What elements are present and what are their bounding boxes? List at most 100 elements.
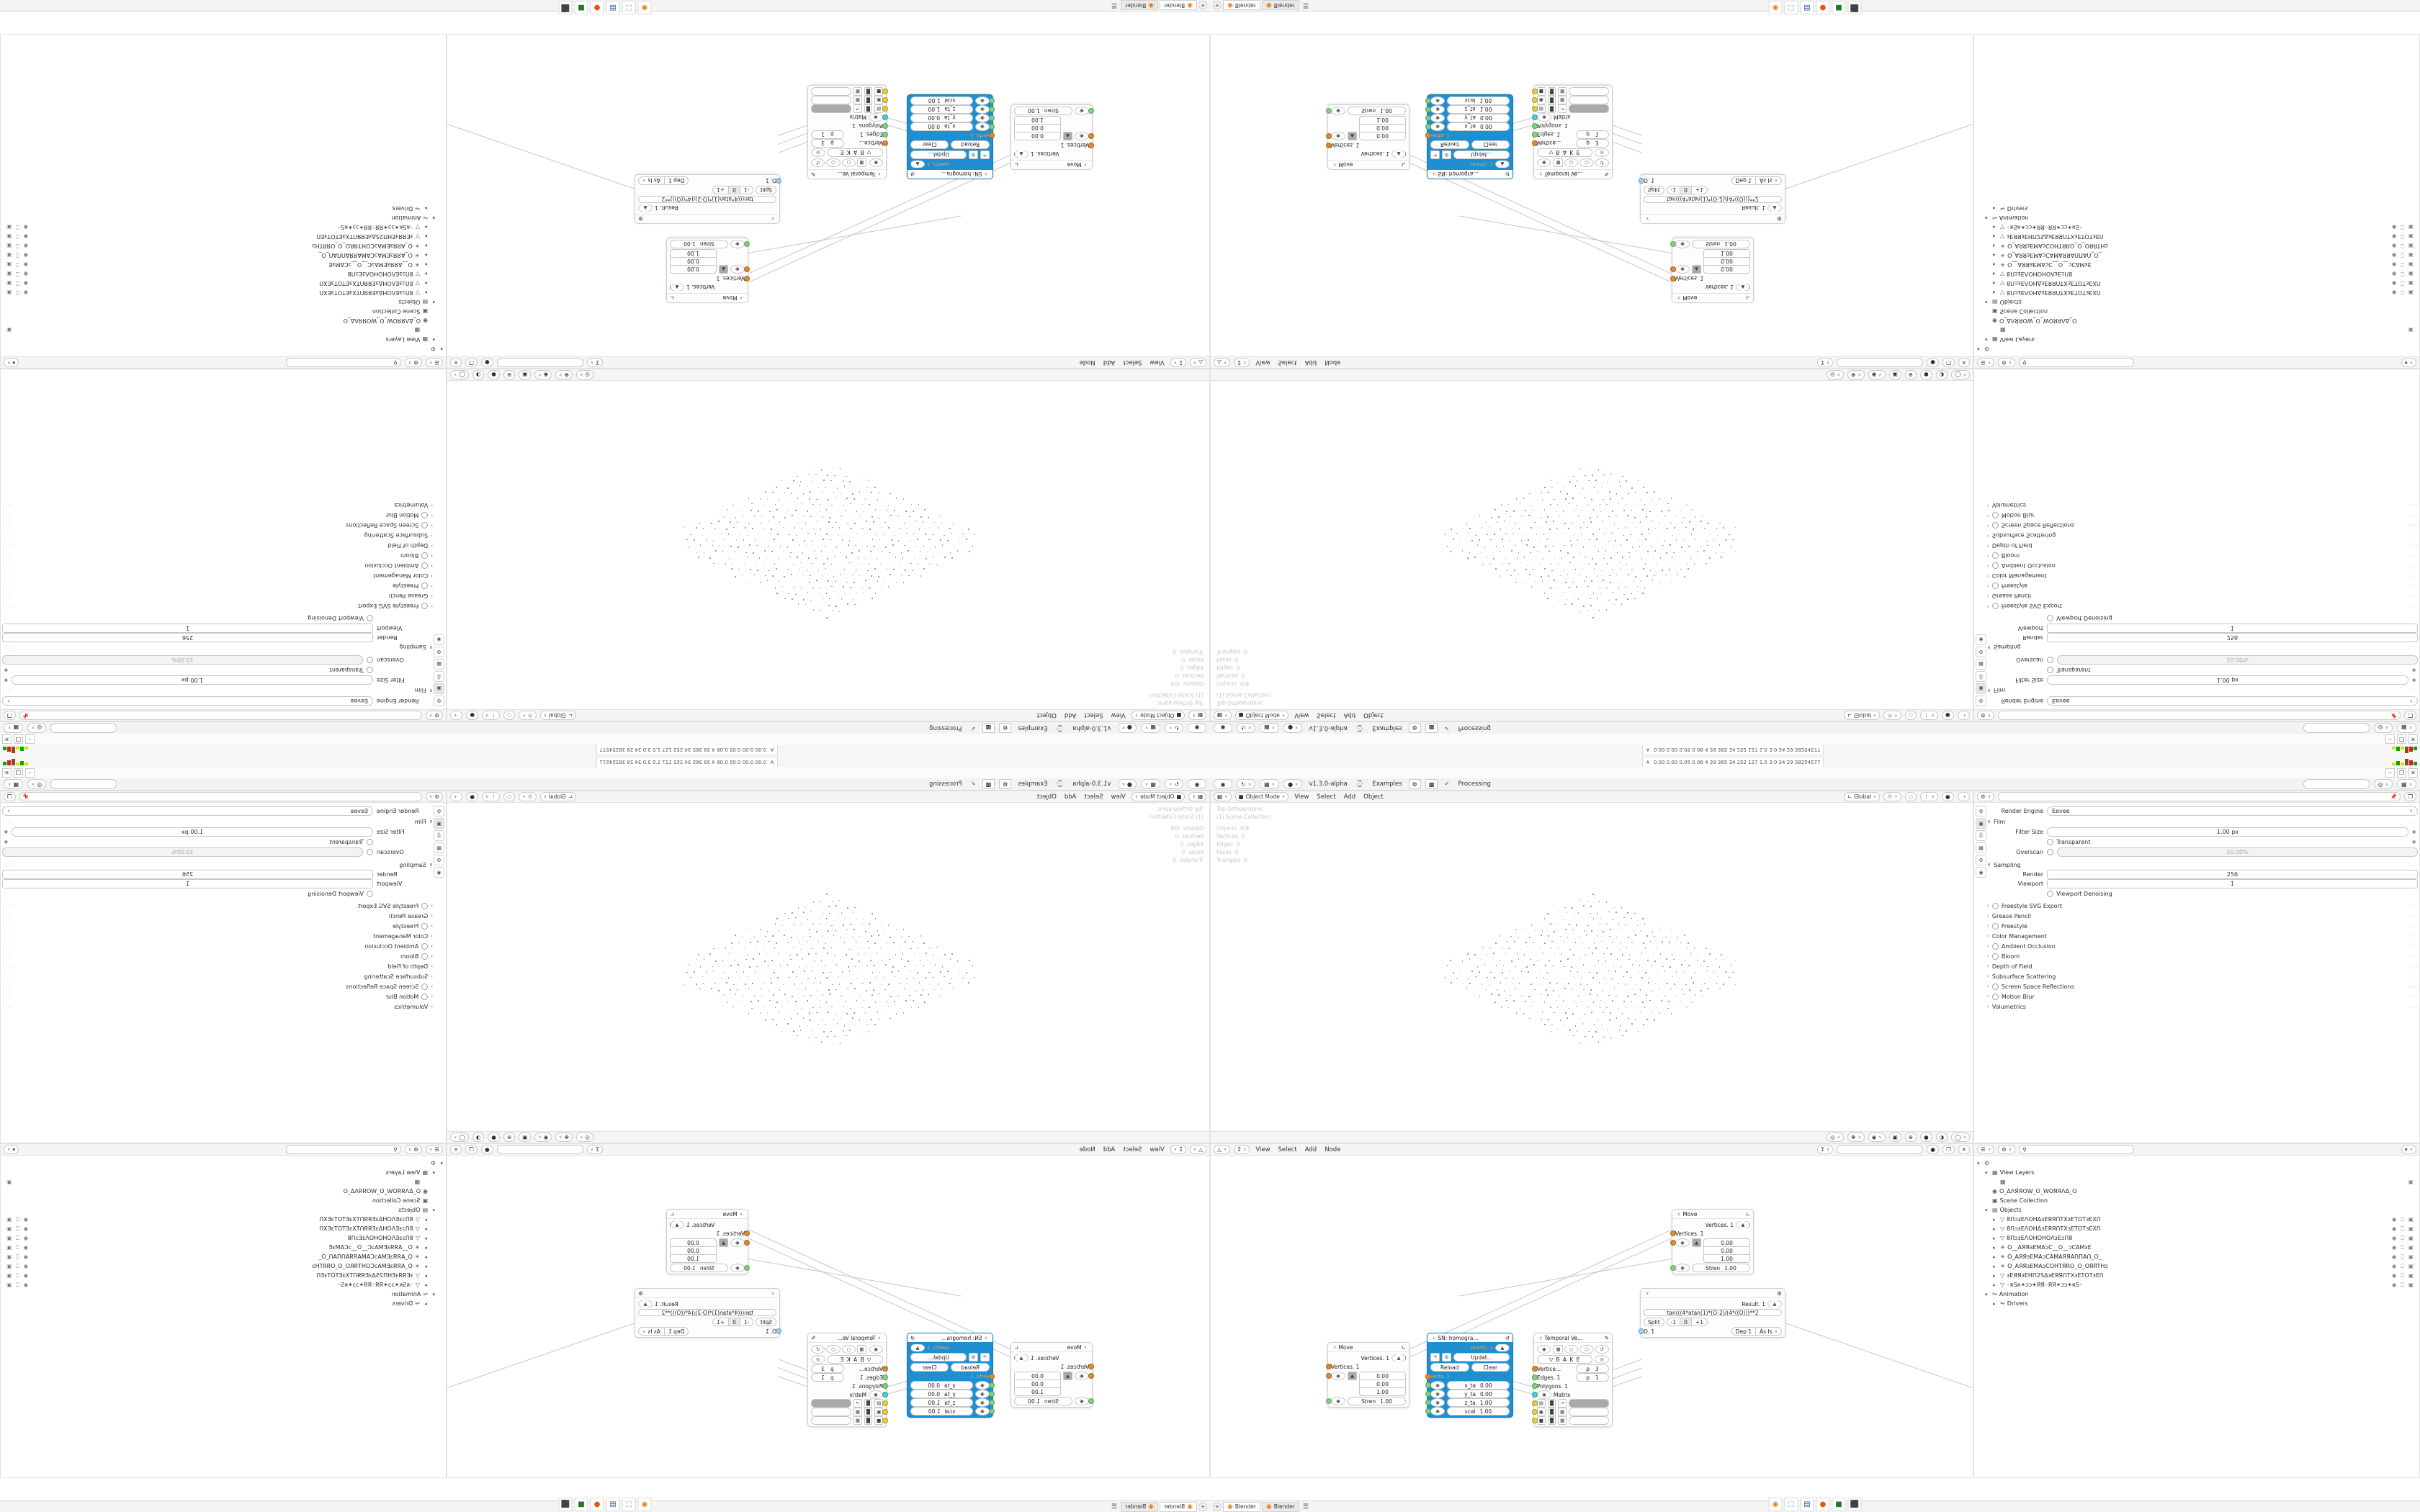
gradient-icon[interactable]: █ — [864, 96, 873, 104]
maximize-button[interactable]: ❐ — [2397, 768, 2406, 778]
box-icon[interactable]: ▦ — [1554, 1345, 1563, 1354]
socket-yellow[interactable] — [882, 97, 888, 103]
socket-green[interactable] — [1088, 108, 1094, 114]
properties-body[interactable]: Render Engine Eevee ∨ ∨ Film :::: Filter… — [1987, 371, 2418, 707]
viewport-menu-select[interactable]: Select — [1317, 793, 1336, 801]
node-header[interactable]: ∨ ⚙ — [635, 1289, 779, 1298]
outliner-row[interactable]: ▾ ▦ View Layers — [1977, 1168, 2416, 1177]
dep-label[interactable]: Dep 1 — [1731, 176, 1757, 185]
add-workspace-button[interactable]: + — [1213, 1, 1222, 10]
shading-point-icon[interactable]: ◎ ∨ — [1827, 370, 1845, 379]
outliner-row-toggles[interactable]: ◉ ⎕ ▣ — [4, 1244, 28, 1251]
node-formula[interactable]: ∨ ⚙ Result. 1 ▲ tan(((4*atan(1)*(O-2)/(4… — [1639, 1288, 1785, 1338]
disable-viewport-icon[interactable]: ⎕ — [2401, 1243, 2404, 1251]
viewport-bottom-toolbar[interactable]: ◎ ∨ ✥ ∨ ◉ ∨ ▣ ⊕ ● ◑ ◯ ∨ — [1211, 369, 1973, 381]
eye-icon[interactable]: ◉ — [869, 1345, 883, 1354]
field-value[interactable]: 1.00 — [1479, 1399, 1492, 1406]
drag-handle-icon[interactable]: :::: — [2, 688, 12, 693]
node-header[interactable]: ∨ SN: homogra... ↺ — [1428, 170, 1512, 179]
section-enable-checkbox[interactable] — [1991, 562, 1999, 570]
animate-icon[interactable]: ◉ — [1430, 1381, 1445, 1390]
outliner-row[interactable]: ▦ ▣ — [4, 1177, 443, 1187]
node-formula[interactable]: ∨ ⚙ Result. 1 ▲ tan(((4*atan(1)*(O-2)/(4… — [635, 174, 781, 224]
window-titlebar[interactable]: – ❐ ✕ — [0, 733, 1210, 745]
outliner-row-toggles[interactable]: ◉ ⎕ ▣ — [4, 224, 28, 231]
disable-render-camera-icon[interactable]: ▣ — [6, 243, 12, 250]
shading-material-icon[interactable]: ◑ — [472, 370, 485, 379]
hide-eye-icon[interactable]: ◉ — [2391, 1225, 2397, 1232]
bake-button[interactable]: ▽ B A K E — [828, 1355, 883, 1364]
properties-header[interactable]: ⚙ ∨ 📌 ❐ — [1974, 709, 2419, 721]
drag-handle-icon[interactable]: :::: — [2, 1004, 12, 1009]
node-tree-selector-icon[interactable]: Σ ∨ — [1817, 1145, 1834, 1154]
outliner-search-input[interactable]: ⚲ — [2019, 358, 2135, 367]
outliner-row[interactable]: ▸ ▽ зEЯЯзEHП2SΔзEЯЯՈTХзETOTзEՈ ◉ ⎕ ▣ — [1977, 1271, 2416, 1280]
viewport-bottom-toolbar[interactable]: ◎ ∨ ✥ ∨ ◉ ∨ ▣ ⊕ ● ◑ ◯ ∨ — [1211, 1131, 1973, 1143]
expand-up-icon[interactable]: ▲ — [1348, 132, 1357, 140]
collapsed-section[interactable]: › Volumetrics:::: — [2, 500, 433, 510]
vector-fields[interactable]: 0.00 0.00 1.00 — [670, 1238, 717, 1263]
properties-tab-output[interactable]: ⎙ — [434, 830, 444, 841]
socket-green[interactable] — [1425, 1391, 1431, 1397]
node-input-vertices[interactable]: Vertices. 1 — [1670, 1230, 1750, 1237]
properties-editor-area[interactable]: ⚙ ∨ 📌 ❐ ⚙ ▣ ⎙ ▦ ⚙ ◉ Render Engine — [0, 369, 447, 721]
node-editor-area[interactable]: △ ∨ Σ ∨ View Select Add Node Σ ∨ ● ❐ ✕ — [1210, 1143, 1973, 1478]
node-input-o[interactable]: O. 1 Dep 1 As Is ∨ — [638, 176, 781, 185]
drag-handle-icon[interactable]: :::: — [2, 862, 12, 868]
disable-viewport-icon[interactable]: ⎕ — [2401, 233, 2404, 240]
clear-button[interactable]: Clear — [910, 1363, 949, 1372]
disclosure-triangle-icon[interactable]: ▸ — [1993, 1225, 1996, 1232]
animate-dot-icon[interactable]: ● — [4, 667, 8, 673]
topbar-menu-examples[interactable]: Examples — [1018, 780, 1048, 788]
viewport-samples-input[interactable]: 1 — [2, 624, 373, 633]
node-output-overts[interactable]: overts. 1 ▲ — [910, 1344, 990, 1351]
dep-selector[interactable]: Dep 1 As Is ∨ — [1731, 1327, 1782, 1336]
socket-yellow[interactable] — [882, 1418, 888, 1423]
field-value[interactable]: 0.00 — [928, 1382, 940, 1389]
proportional-falloff-icon[interactable]: ⋮ ∨ — [1920, 792, 1939, 801]
drag-handle-icon[interactable]: :::: — [2, 913, 12, 919]
drag-handle-icon[interactable]: :::: — [2408, 973, 2418, 979]
collapsed-section[interactable]: › Bloom:::: — [2, 951, 433, 961]
node-socket-edges[interactable]: Edges. 1 p 1 — [1532, 130, 1609, 139]
vector-z[interactable]: 1.00 — [1703, 249, 1750, 258]
node-output-vertices[interactable]: Vertices. 1 ▲ — [670, 284, 745, 291]
gradient-icon[interactable]: █ — [864, 1399, 873, 1408]
collapsed-section[interactable]: › Freestyle SVG Export:::: — [2, 601, 433, 611]
animate-dot-icon[interactable]: ● — [2412, 678, 2416, 683]
node-tree-selector-icon[interactable]: Σ ∨ — [1817, 358, 1834, 367]
arrow-icon[interactable]: ↷ — [1430, 1353, 1440, 1362]
pin-icon[interactable]: ⚙ — [969, 150, 978, 159]
section-sampling[interactable]: ∨ Sampling :::: — [2, 642, 433, 652]
collapsed-section[interactable]: › Depth of Field:::: — [2, 541, 433, 551]
topbar-menu-examples[interactable]: Examples — [1372, 724, 1402, 732]
outliner-area[interactable]: ☰ ∨ ⚙ ∨ ⚲ ▾ ∨ ▾ ⚙ ▾ ▦ View Layers ▦ ▣ ◉ O_ΔΛЯЯOW_O_… — [0, 1143, 447, 1478]
node-header[interactable]: ∨ Move ∟ — [1011, 1343, 1092, 1352]
refresh-icon[interactable]: ↻ ∨ — [1164, 723, 1183, 733]
animate-icon[interactable]: ◉ — [1331, 1372, 1345, 1380]
disclosure-triangle-icon[interactable]: ▾ — [432, 336, 435, 343]
curve-icon[interactable]: ↗ — [1558, 1399, 1567, 1408]
shield-icon[interactable]: ● — [1927, 358, 1939, 367]
node-input-vertices[interactable]: Vertices. 1 — [1014, 1363, 1094, 1370]
disable-render-camera-icon[interactable]: ▣ — [6, 327, 12, 333]
transparent-checkbox[interactable] — [2047, 838, 2053, 845]
strength-value[interactable]: 1.00 — [1380, 107, 1392, 114]
socket-orange[interactable] — [1670, 1240, 1676, 1246]
render-engine-select[interactable]: Eevee ∨ — [2047, 806, 2418, 816]
taskbar-menu-icon[interactable]: ☰ — [1302, 1, 1309, 9]
disable-render-camera-icon[interactable]: ▣ — [2408, 1234, 2414, 1241]
pin-icon[interactable]: 📌 — [22, 712, 30, 719]
hide-eye-icon[interactable]: ◉ — [23, 1281, 29, 1288]
blender-topbar[interactable]: ◉ ↻ ∨ ▦ ∨ ● ∨ v1.3.0-alpha ⌚ Examples ⚙ ▩ ✓… — [1210, 721, 2420, 734]
wrap-selector[interactable]: -1 0 +1 — [638, 1318, 754, 1326]
node-move-2[interactable]: ∨ Move ∟ Vertices. 1 ▲ Vertices. 1 — [666, 1209, 750, 1274]
viewer-bake-row[interactable]: ▽ B A K E ◎ — [811, 1355, 883, 1364]
animate-icon[interactable]: ◉ — [730, 265, 745, 274]
node-update-row[interactable]: ↷ ⚙ Updat... — [910, 1353, 990, 1362]
window-taskbar[interactable]: + ◉ Blender ◉ Blender ☰ ◉ ⬚ ▤ ● ■ ⬛ — [1210, 1497, 2420, 1512]
taskbar-window-2[interactable]: ◉ Blender — [1121, 0, 1159, 11]
node-menu-select[interactable]: Select — [1123, 359, 1142, 366]
wrap-plus1[interactable]: +1 — [712, 186, 730, 194]
node-output-vertices[interactable]: Vertices. 1 ▲ — [670, 1221, 745, 1228]
